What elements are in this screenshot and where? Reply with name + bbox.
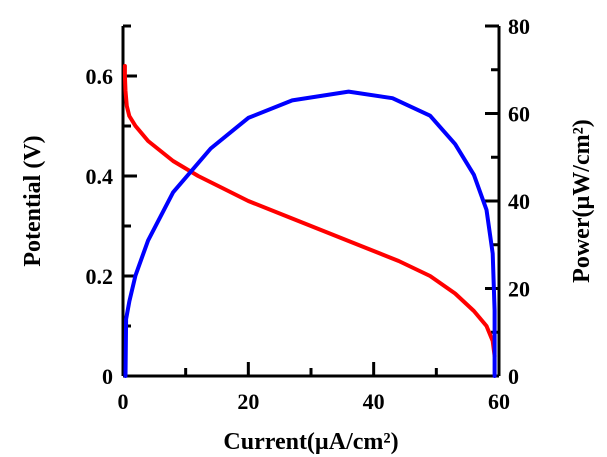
y-left-tick-label: 0 [102,364,113,389]
y-right-tick-label: 60 [508,102,530,127]
y-axis-left-title: Potential (V) [20,135,46,266]
y-left-tick-label: 0.6 [86,64,114,89]
y-axis-right-title: Power(µW/cm²) [569,119,595,283]
y-right-tick-label: 0 [508,364,519,389]
x-tick-label: 60 [488,389,510,414]
x-tick-label: 40 [363,389,385,414]
y-left-tick-label: 0.2 [86,264,114,289]
y-right-tick-label: 80 [508,14,530,39]
y-right-tick-label: 40 [508,189,530,214]
x-tick-label: 0 [118,389,129,414]
x-axis-title: Current(µA/cm²) [223,429,398,455]
chart-labels: 0 20 40 6000.20.40.6020406080Current(µA/cm²… [20,14,595,455]
chart-axes [121,24,501,378]
x-tick-label: 20 [237,389,259,414]
potential-curve [122,64,497,358]
power-curve [123,89,497,378]
chart-series-group [122,64,497,378]
y-left-tick-label: 0.4 [86,164,114,189]
y-right-tick-label: 20 [508,277,530,302]
